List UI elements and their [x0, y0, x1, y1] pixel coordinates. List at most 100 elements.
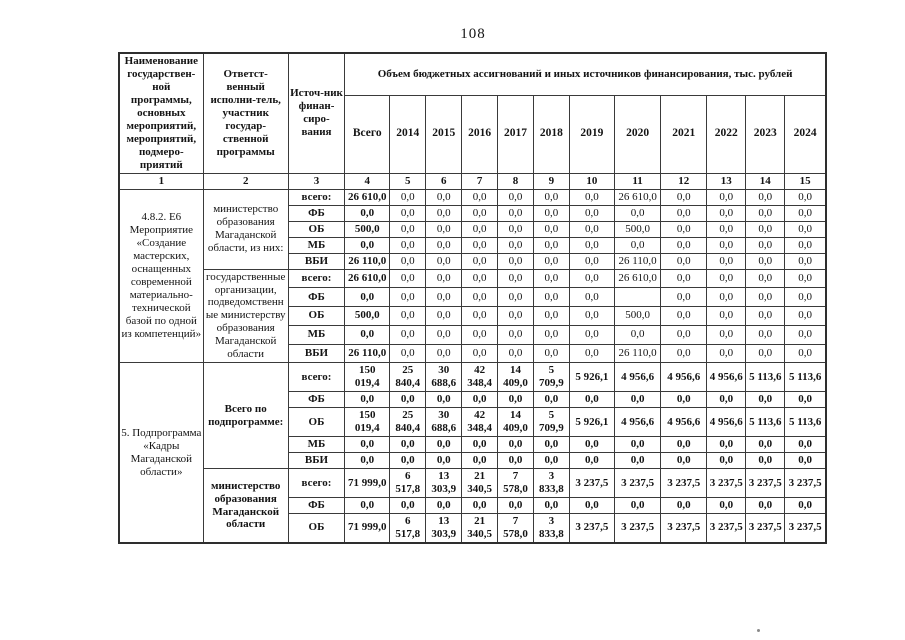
value-cell: 0,0: [532, 252, 570, 270]
value-cell: 0,0: [568, 220, 616, 238]
value-cell: 5 113,6: [745, 407, 786, 438]
value-cell: 3 237,5: [784, 512, 827, 544]
funding-source-cell: всего:: [287, 468, 346, 499]
funding-source-cell: ФБ: [287, 204, 346, 222]
value-cell: 0,0: [568, 287, 616, 308]
header-executor-column: Ответст-венный исполни-тель, участник го…: [202, 52, 289, 174]
value-cell: 0,0: [784, 287, 827, 308]
value-cell: 0,0: [745, 287, 786, 308]
value-cell: 4 956,6: [660, 362, 708, 393]
value-cell: 3 833,8: [532, 512, 570, 544]
value-cell: 0,0: [706, 287, 747, 308]
value-cell: 0,0: [745, 324, 786, 345]
value-cell: 0,0: [613, 324, 662, 345]
value-cell: 26 610,0: [344, 188, 391, 206]
value-cell: 150 019,4: [344, 407, 391, 438]
value-cell: 0,0: [706, 497, 747, 514]
value-cell: 0,0: [745, 252, 786, 270]
value-cell: 0,0: [784, 188, 827, 206]
value-cell: 0,0: [568, 343, 616, 364]
value-cell: 0,0: [461, 436, 499, 454]
value-cell: 0,0: [389, 497, 427, 514]
value-cell: 0,0: [461, 252, 499, 270]
funding-source-cell: МБ: [287, 236, 346, 254]
column-index-1: 1: [118, 172, 204, 190]
year-header-6: 2019: [568, 94, 616, 174]
value-cell: 3 237,5: [660, 468, 708, 499]
value-cell: 0,0: [568, 497, 616, 514]
funding-source-cell: всего:: [287, 188, 346, 206]
value-cell: 0,0: [532, 306, 570, 326]
value-cell: 0,0: [344, 497, 391, 514]
header-source-column: Источ-ник финан-сиро-вания: [287, 52, 346, 174]
year-header-7: 2020: [613, 94, 662, 174]
column-index-7: 7: [461, 172, 499, 190]
value-cell: 71 999,0: [344, 512, 391, 544]
value-cell: 0,0: [344, 287, 391, 308]
funding-source-cell: ВБИ: [287, 252, 346, 270]
value-cell: 0,0: [706, 324, 747, 345]
value-cell: 0,0: [532, 436, 570, 454]
year-header-4: 2017: [497, 94, 534, 174]
value-cell: 7 578,0: [497, 512, 534, 544]
column-index-14: 14: [745, 172, 786, 190]
value-cell: 0,0: [344, 391, 391, 409]
value-cell: 0,0: [425, 306, 463, 326]
funding-source-cell: ОБ: [287, 512, 346, 544]
executor-cell: министерство образования Магаданской обл…: [202, 188, 289, 270]
value-cell: 26 110,0: [344, 343, 391, 364]
value-cell: 500,0: [613, 220, 662, 238]
year-header-10: 2023: [745, 94, 786, 174]
year-header-1: 2014: [389, 94, 427, 174]
value-cell: 0,0: [425, 452, 463, 470]
value-cell: 0,0: [745, 343, 786, 364]
value-cell: 0,0: [344, 452, 391, 470]
value-cell: 0,0: [532, 343, 570, 364]
value-cell: 0,0: [745, 220, 786, 238]
year-header-11: 2024: [784, 94, 827, 174]
funding-source-cell: ОБ: [287, 306, 346, 326]
value-cell: 0,0: [425, 204, 463, 222]
value-cell: 0,0: [784, 204, 827, 222]
header-program-column: Наименование государствен-ной программы,…: [118, 52, 204, 174]
value-cell: 0,0: [568, 188, 616, 206]
value-cell: 5 926,1: [568, 407, 616, 438]
funding-source-cell: ФБ: [287, 497, 346, 514]
value-cell: 0,0: [532, 324, 570, 345]
table-header: Наименование государствен-ной программы,…: [118, 52, 827, 190]
value-cell: 0,0: [425, 391, 463, 409]
value-cell: 0,0: [344, 236, 391, 254]
value-cell: 0,0: [461, 306, 499, 326]
value-cell: 0,0: [389, 436, 427, 454]
header-volume-title: Объем бюджетных ассигнований и иных исто…: [344, 52, 827, 96]
value-cell: 0,0: [660, 204, 708, 222]
value-cell: 0,0: [389, 343, 427, 364]
program-cell: 5. Подпрограмма «Кадры Магаданской облас…: [118, 362, 204, 544]
value-cell: 0,0: [745, 268, 786, 289]
value-cell: 26 110,0: [613, 343, 662, 364]
value-cell: 0,0: [660, 497, 708, 514]
value-cell: 25 840,4: [389, 362, 427, 393]
value-cell: 0,0: [497, 252, 534, 270]
funding-source-cell: МБ: [287, 324, 346, 345]
value-cell: 0,0: [389, 287, 427, 308]
column-index-8: 8: [497, 172, 534, 190]
value-cell: 500,0: [613, 306, 662, 326]
value-cell: 0,0: [613, 236, 662, 254]
value-cell: 0,0: [497, 343, 534, 364]
value-cell: 0,0: [706, 306, 747, 326]
column-index-6: 6: [425, 172, 463, 190]
funding-source-cell: ФБ: [287, 391, 346, 409]
value-cell: 30 688,6: [425, 407, 463, 438]
value-cell: 0,0: [660, 452, 708, 470]
value-cell: 0,0: [425, 436, 463, 454]
budget-table: Наименование государствен-ной программы,…: [118, 52, 827, 544]
column-index-13: 13: [706, 172, 747, 190]
value-cell: 0,0: [784, 268, 827, 289]
value-cell: 3 237,5: [613, 512, 662, 544]
value-cell: 0,0: [706, 204, 747, 222]
value-cell: 26 110,0: [613, 252, 662, 270]
column-index-10: 10: [568, 172, 616, 190]
value-cell: 0,0: [461, 220, 499, 238]
value-cell: 0,0: [784, 220, 827, 238]
